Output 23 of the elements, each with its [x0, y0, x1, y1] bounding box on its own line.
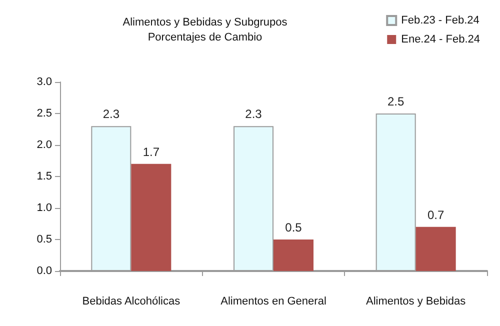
data-label: 0.5	[285, 220, 302, 234]
y-tick-label: 0.0	[36, 265, 52, 277]
y-tick-label: 1.5	[36, 170, 52, 182]
data-label: 2.3	[245, 107, 262, 122]
bar	[274, 240, 314, 271]
data-label: 1.7	[142, 144, 160, 159]
y-tick-label: 2.5	[36, 108, 52, 120]
chart-title: Alimentos y Bebidas y Subgrupos	[122, 16, 288, 28]
legend-label: Feb.23 - Feb.24	[401, 14, 480, 26]
legend-label: Ene.24 - Feb.24	[401, 34, 480, 46]
y-tick-label: 2.0	[36, 139, 52, 151]
data-label: 2.3	[102, 107, 120, 122]
x-tick-label: Bebidas Alcohólicas	[82, 296, 181, 308]
data-label: 2.5	[387, 94, 404, 108]
chart-subtitle: Porcentajes de Cambio	[148, 32, 262, 44]
data-label: 0.7	[427, 208, 444, 222]
bar	[131, 164, 172, 271]
y-tick-label: 1.0	[36, 202, 52, 214]
bar	[416, 226, 456, 271]
x-tick-label: Alimentos y Bebidas	[366, 296, 466, 308]
x-tick-label: Alimentos en General	[220, 296, 326, 308]
y-tick-label: 3.0	[36, 76, 52, 88]
y-tick-label: 0.5	[36, 234, 52, 246]
